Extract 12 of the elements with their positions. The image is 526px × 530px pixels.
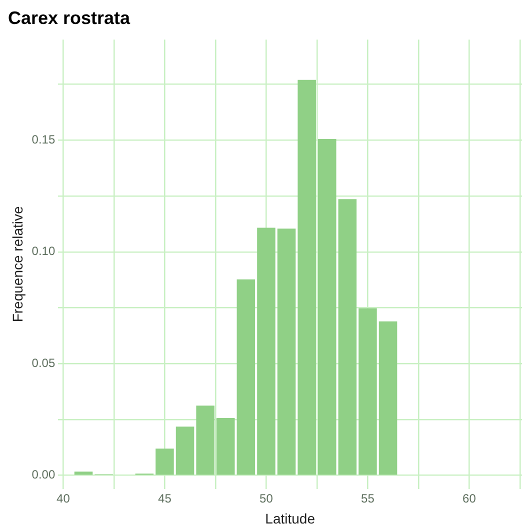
x-tick-label: 50 [260, 491, 274, 506]
y-tick-label: 0.00 [32, 468, 56, 482]
y-tick-label: 0.15 [32, 132, 56, 146]
y-tick-label: 0.10 [32, 244, 56, 258]
x-tick-label: 60 [462, 491, 476, 506]
chart-title: Carex rostrata [8, 8, 132, 28]
x-tick-label: 55 [361, 491, 375, 506]
y-tick-label: 0.05 [32, 356, 56, 370]
x-axis-title: Latitude [265, 510, 316, 526]
x-tick-label: 40 [56, 491, 70, 506]
x-tick-label: 45 [158, 491, 172, 506]
y-axis-title: Frequence relative [9, 206, 26, 322]
